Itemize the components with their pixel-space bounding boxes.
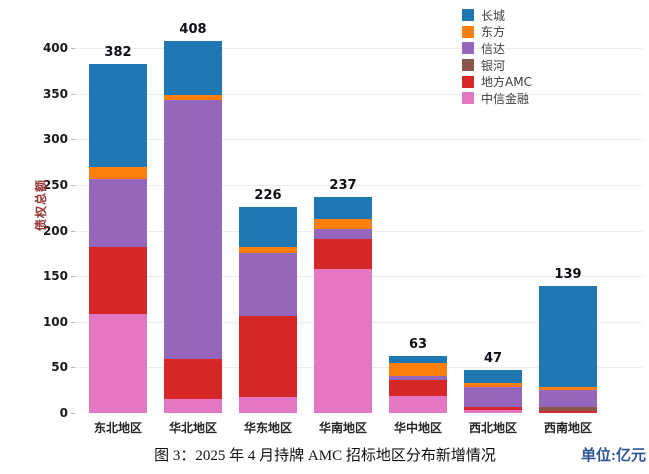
x-tick-label: 西南地区	[543, 421, 592, 435]
legend-label: 东方	[481, 25, 506, 40]
bar-segment-东方	[239, 246, 297, 254]
legend-item: 地方AMC	[462, 73, 532, 90]
plot-area: 0 50 100 150 200 250 300 350 400 债权总额 382 408 226 2…	[34, 7, 642, 435]
bar-segment-信达	[239, 253, 297, 317]
bar-segment-地方AMC	[539, 411, 597, 413]
legend-swatch-icon	[462, 25, 474, 38]
y-tick-label: 350	[42, 86, 68, 101]
bar-segment-地方AMC	[239, 316, 297, 397]
bar-segment-中信金融	[239, 396, 297, 413]
y-tick-label: 0	[59, 406, 68, 420]
bar-segment-地方AMC	[89, 246, 147, 315]
legend: 长城东方 信达银河地方AMC 中信金融	[462, 7, 532, 107]
bar-segment-长城	[389, 355, 447, 363]
legend-item: 银河	[462, 57, 532, 74]
bar-total-label: 408	[179, 21, 207, 37]
y-tick-mark	[71, 230, 75, 232]
bar-segment-信达	[314, 228, 372, 239]
x-tick-label: 东北地区	[93, 421, 142, 435]
bar-segment-信达	[89, 179, 147, 247]
bar-segment-东方	[89, 166, 147, 180]
legend-swatch-icon	[462, 75, 474, 88]
y-tick-label: 50	[51, 360, 68, 375]
legend-label: 信达	[481, 41, 506, 56]
bar-segment-地方AMC	[164, 359, 222, 400]
bar-segment-信达	[164, 100, 222, 360]
bar-segment-中信金融	[89, 314, 147, 413]
legend-item: 东方	[462, 24, 532, 41]
y-tick-label: 250	[42, 177, 68, 192]
y-tick-mark	[71, 413, 75, 414]
x-tick-label: 华北地区	[168, 421, 217, 435]
legend-item: 中信金融	[462, 90, 532, 107]
bar-total-label: 139	[554, 267, 582, 283]
gridline	[75, 93, 642, 95]
caption: 图 3：2025 年 4 月持牌 AMC 招标地区分布新增情况 单位:亿元	[0, 444, 649, 468]
bar-segment-地方AMC	[464, 406, 522, 411]
legend-label: 银河	[481, 58, 506, 73]
legend-swatch-icon	[462, 42, 474, 55]
bar-segment-东方	[464, 382, 522, 388]
bar-segment-长城	[539, 286, 597, 387]
x-tick-label: 华南地区	[318, 421, 367, 435]
bar-segment-东方	[164, 95, 222, 100]
bar-segment-中信金融	[164, 399, 222, 413]
gridline	[75, 184, 642, 186]
bar-total-label: 237	[329, 177, 357, 193]
bar-segment-中信金融	[389, 395, 447, 413]
legend-item: 信达	[462, 40, 532, 57]
y-tick-mark	[71, 48, 75, 49]
legend-swatch-icon	[462, 92, 474, 105]
bar-segment-地方AMC	[389, 380, 447, 396]
gridline	[75, 139, 642, 141]
legend-swatch-icon	[462, 59, 474, 72]
y-tick-label: 400	[42, 41, 68, 55]
bar-segment-信达	[539, 390, 597, 407]
y-tick-label: 300	[42, 132, 68, 147]
legend-swatch-icon	[462, 9, 474, 22]
legend-label: 中信金融	[481, 91, 530, 106]
bar-segment-信达	[464, 387, 522, 407]
bar-segment-地方AMC	[314, 238, 372, 269]
legend-item: 长城	[462, 7, 532, 24]
bar-total-label: 382	[104, 45, 132, 61]
x-tick-label: 华中地区	[393, 421, 442, 435]
bar-total-label: 226	[254, 187, 282, 203]
bar-total-label: 63	[408, 336, 428, 352]
bar-segment-长城	[89, 64, 147, 167]
legend-label: 地方AMC	[481, 75, 532, 90]
bar-segment-信达	[389, 375, 447, 381]
bar-segment-东方	[314, 218, 372, 229]
bar-total-label: 47	[483, 351, 503, 367]
y-tick-mark	[71, 276, 75, 278]
bar-segment-长城	[314, 196, 372, 219]
x-tick-label: 华东地区	[243, 421, 292, 435]
y-axis-title: 债权总额	[34, 179, 48, 232]
y-tick-label: 100	[42, 314, 68, 329]
bar-segment-长城	[239, 206, 297, 247]
bar-segment-东方	[539, 386, 597, 391]
bar-segment-长城	[164, 40, 222, 96]
caption-unit-label: 单位:亿元	[581, 448, 646, 464]
y-tick-mark	[71, 321, 75, 323]
y-tick-mark	[71, 367, 75, 369]
y-tick-mark	[71, 184, 75, 186]
bar-segment-中信金融	[464, 410, 522, 413]
bar-segment-长城	[464, 370, 522, 383]
bar-segment-银河	[539, 406, 597, 412]
bar-segment-中信金融	[314, 268, 372, 413]
y-tick-mark	[71, 93, 75, 95]
bar-segment-东方	[389, 362, 447, 376]
y-tick-mark	[71, 139, 75, 141]
y-tick-label: 150	[42, 269, 68, 284]
caption-title: 图 3：2025 年 4 月持牌 AMC 招标地区分布新增情况	[154, 448, 496, 464]
x-tick-label: 西北地区	[468, 421, 517, 435]
gridline	[75, 48, 642, 49]
legend-label: 长城	[481, 8, 506, 23]
y-tick-label: 200	[42, 223, 68, 238]
